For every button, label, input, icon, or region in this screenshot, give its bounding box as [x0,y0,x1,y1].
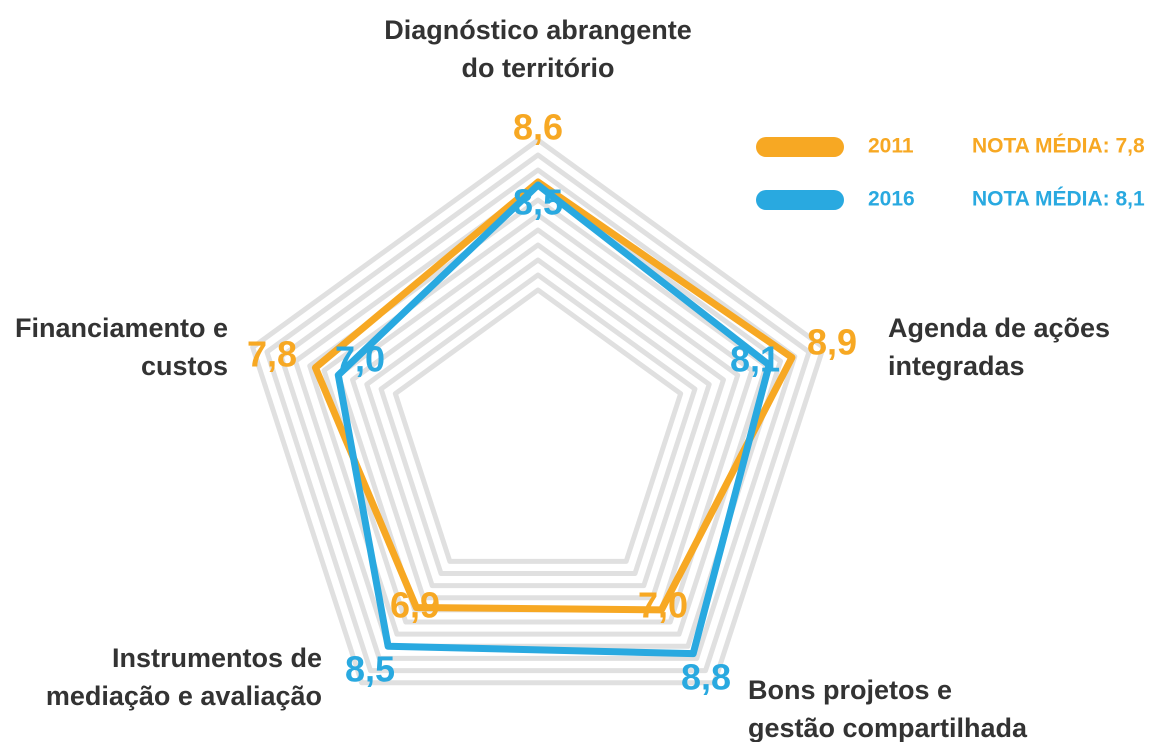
value-label: 8,5 [513,182,563,223]
axis-label: Diagnóstico abrangente do território [384,15,692,83]
series-line [311,178,796,614]
grid-ring [364,257,712,589]
value-label: 8,8 [681,657,731,698]
value-label: 7,0 [638,585,688,626]
legend-label: 2011 [868,135,914,158]
grid-ring [378,272,698,576]
grid-ring [264,152,812,674]
grid-ring [278,167,798,661]
axis-label: Agenda de ações integradas [888,313,1110,381]
value-label: 8,9 [807,322,857,363]
axis-label: Financiamento e custos [15,313,228,381]
value-label: 6,9 [390,585,440,626]
value-label: 7,0 [335,339,385,380]
axis-label: Bons projetos e gestão compartilhada [748,675,1028,742]
axis-label: Instrumentos de mediação e avaliação [46,643,322,711]
grid-ring [292,182,784,649]
value-label: 8,6 [513,107,563,148]
legend-note: NOTA MÉDIA: 8,1 [972,188,1145,211]
grid-ring [250,137,826,686]
value-label: 8,1 [730,339,780,380]
legend-note: NOTA MÉDIA: 7,8 [972,135,1145,158]
series-line [334,181,773,658]
grid-ring [350,242,726,601]
grid-ring [321,212,755,625]
value-label: 7,8 [247,334,297,375]
grid-ring [392,287,684,564]
value-label: 8,5 [345,649,395,690]
legend-label: 2016 [868,188,915,211]
